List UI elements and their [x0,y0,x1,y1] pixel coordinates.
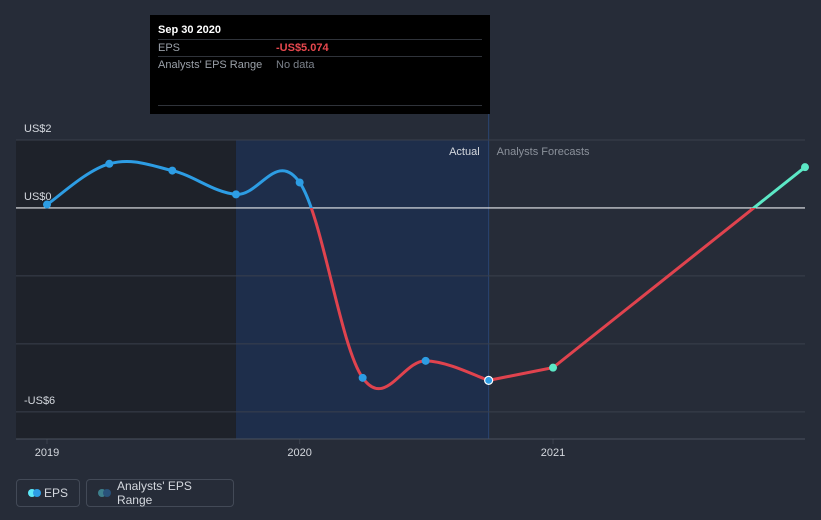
eps-point [295,178,304,187]
actual-label: Actual [449,146,480,158]
tooltip-range-value: No data [276,59,315,71]
range-legend-dot-2 [103,489,111,497]
eps-point [105,159,114,168]
x-tick-label: 2021 [541,447,565,459]
y-tick-label: US$2 [24,123,52,135]
y-tick-label: -US$6 [24,395,55,407]
forecast-point [549,363,558,372]
tooltip-eps-label: EPS [158,42,181,54]
legend-range-button[interactable]: Analysts' EPS Range [86,479,234,507]
eps-point [421,356,430,365]
eps-point-selected [484,375,494,385]
y-tick-label: US$0 [24,191,52,203]
eps-line-positive [45,160,313,208]
forecast-point [801,163,809,172]
eps-point [358,373,367,382]
eps-point [231,190,240,199]
eps-line-negative [309,207,491,391]
tooltip-divider [158,105,482,106]
eps-point [43,200,51,209]
forecast-line-positive [751,166,806,208]
highlight-region [235,140,489,439]
tooltip-eps-row: EPS -US$5.074 [158,39,482,57]
tooltip-range-row: Analysts' EPS Range No data [158,56,482,74]
eps-legend-dot-1 [28,489,36,497]
forecast-line-negative [488,207,757,382]
eps-point [168,166,177,175]
range-legend-dot-1 [98,489,106,497]
tooltip-eps-value: -US$5.074 [276,42,329,54]
eps-legend-icon [28,489,41,497]
legend-eps-button[interactable]: EPS [16,479,80,507]
past-region [16,140,236,439]
tooltip-date: Sep 30 2020 [158,24,221,36]
eps-legend-dot-2 [33,489,41,497]
legend-range-label: Analysts' EPS Range [116,479,192,507]
x-tick-label: 2019 [35,447,59,459]
tooltip-range-label: Analysts' EPS Range [158,59,263,71]
tooltip: Sep 30 2020 EPS -US$5.074 Analysts' EPS … [150,15,490,114]
range-legend-icon [98,489,111,497]
forecast-label: Analysts Forecasts [497,146,590,158]
x-tick-label: 2020 [287,447,311,459]
legend-eps-label: EPS [43,486,68,500]
